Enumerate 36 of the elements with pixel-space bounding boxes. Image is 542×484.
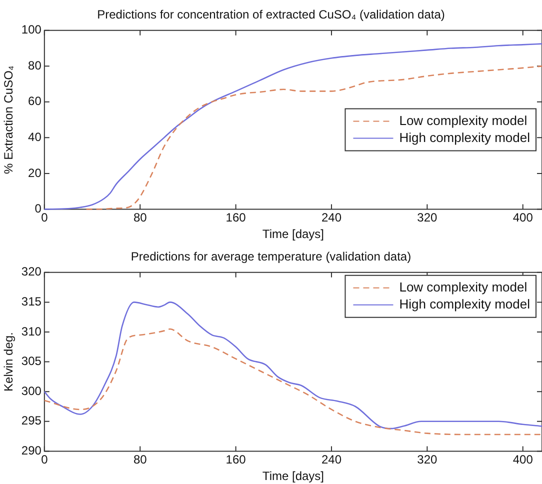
y-axis-title: Kelvin deg.: [2, 332, 16, 392]
x-tick-label: 240: [321, 210, 342, 225]
y-tick-label: 315: [21, 294, 42, 309]
x-tick-label: 80: [133, 452, 148, 467]
y-tick-label: 290: [21, 444, 42, 458]
y-tick-label: 80: [28, 58, 42, 72]
line-series: [86, 66, 542, 210]
chart-title: Predictions for concentration of extracted CuSO₄ (validation data): [97, 8, 445, 22]
x-tick-label: 240: [321, 452, 342, 467]
y-tick-label: 300: [21, 384, 42, 398]
y-tick-label: 0: [34, 202, 42, 216]
y-tick-label: 40: [28, 130, 42, 144]
x-tick-label: 400: [512, 452, 534, 467]
x-axis-title: Time [days]: [262, 469, 324, 484]
x-tick-label: 80: [133, 210, 148, 225]
line-series: [44, 328, 542, 436]
y-tick-label: 310: [21, 324, 42, 338]
x-tick-label: 320: [417, 210, 438, 225]
legend-label: High complexity model: [399, 130, 530, 145]
y-tick-label: 320: [21, 264, 42, 279]
y-axis-title: % Extraction CuSO₄: [2, 66, 16, 174]
y-tick-label: 100: [21, 22, 42, 37]
x-tick-label: 320: [417, 452, 438, 467]
y-tick-label: 295: [21, 414, 42, 428]
x-tick-label: 160: [226, 452, 246, 467]
x-tick-label: 160: [226, 210, 246, 225]
line-series: [44, 43, 542, 210]
y-tick-label: 60: [28, 94, 42, 108]
legend-label: Low complexity model: [399, 279, 528, 294]
x-axis-title: Time [days]: [262, 227, 324, 242]
legend-label: Low complexity model: [399, 112, 528, 128]
legend-label: High complexity model: [399, 296, 530, 312]
y-tick-label: 20: [28, 166, 42, 180]
x-tick-label: 400: [512, 210, 534, 225]
chart-title: Predictions for average temperature (validation data): [130, 250, 412, 264]
y-tick-label: 305: [21, 354, 42, 368]
